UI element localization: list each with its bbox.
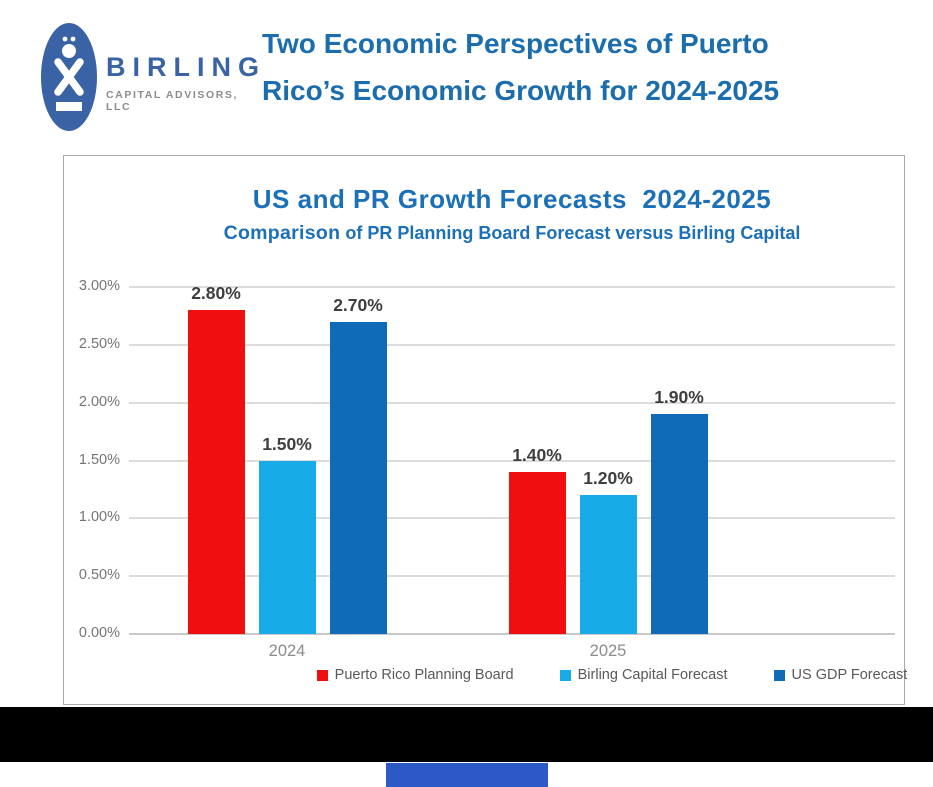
bar-value-label: 1.50%: [262, 433, 312, 454]
chart-title: US and PR Growth Forecasts 2024-2025: [252, 184, 772, 214]
x-axis-category-label: 2025: [589, 642, 627, 660]
gridline: [129, 286, 895, 288]
bar-value-label: 1.40%: [512, 445, 562, 466]
chart-subtitle: Comparison of PR Planning Board Forecast…: [129, 222, 895, 245]
gridline: [129, 401, 895, 404]
y-axis-tick-label: 0.50%: [78, 567, 120, 584]
bottom-blue-accent: [386, 763, 548, 787]
bar-2025-series-2: [579, 495, 637, 634]
logo-brand-text: BIRLING: [106, 52, 266, 82]
legend-label: Puerto Rico Planning Board: [334, 667, 514, 683]
header: BIRLING CAPITAL ADVISORS, LLC Two Econom…: [0, 0, 933, 150]
legend-swatch-icon: [773, 669, 785, 681]
bar-2024-series-1: [187, 310, 245, 634]
bar-2024-series-3: [329, 321, 387, 634]
bar-2025-series-3: [650, 414, 708, 634]
gridline: [129, 343, 895, 346]
legend-swatch-icon: [559, 669, 571, 681]
gridline: [129, 459, 895, 462]
page-title: Two Economic Perspectives of Puerto Rico’…: [262, 20, 922, 114]
x-axis-category-label: 2024: [268, 642, 306, 660]
gridline: [129, 633, 895, 635]
y-axis-tick-label: 2.50%: [78, 335, 120, 352]
birling-logo-mark-icon: [41, 23, 97, 131]
logo-text-block: BIRLING CAPITAL ADVISORS, LLC: [106, 52, 266, 113]
y-axis-tick-label: 1.50%: [78, 451, 120, 468]
bar-value-label: 2.70%: [333, 294, 383, 315]
chart-subtitle-rest: of PR Planning Board Forecast versus Bir…: [340, 223, 801, 243]
legend-label: US GDP Forecast: [791, 667, 908, 683]
y-axis-tick-label: 3.00%: [78, 278, 120, 294]
chart-subtitle-lead: Comparison: [223, 222, 341, 244]
bar-2024-series-2: [258, 460, 316, 634]
chart-frame: US and PR Growth Forecasts 2024-2025 Com…: [63, 155, 907, 705]
bar-2025-series-1: [508, 472, 566, 634]
bar-value-label: 1.20%: [583, 468, 633, 489]
legend-label: Birling Capital Forecast: [577, 667, 728, 683]
bottom-black-band: [0, 707, 933, 762]
legend-item: Puerto Rico Planning Board: [316, 667, 514, 683]
y-axis-tick-label: 2.00%: [78, 393, 120, 410]
page-title-line2: Rico’s Economic Growth for 2024-2025: [262, 75, 780, 106]
legend-item: US GDP Forecast: [773, 667, 908, 683]
legend-swatch-icon: [316, 669, 328, 681]
bar-value-label: 2.80%: [191, 283, 241, 304]
legend-item: Birling Capital Forecast: [559, 667, 728, 683]
birling-logo: BIRLING CAPITAL ADVISORS, LLC: [40, 14, 259, 139]
legend: Puerto Rico Planning Board Birling Capita…: [229, 667, 933, 683]
page-title-line1: Two Economic Perspectives of Puerto: [262, 28, 769, 59]
y-axis-tick-label: 0.00%: [78, 625, 120, 641]
plot-area: 0.00% 0.50% 1.00% 1.50% 2.00% 2.50% 3.00% 2.80%…: [64, 156, 904, 704]
y-axis-tick-label: 1.00%: [78, 509, 120, 526]
bar-value-label: 1.90%: [654, 387, 704, 408]
logo-subtitle-text: CAPITAL ADVISORS, LLC: [106, 89, 239, 113]
